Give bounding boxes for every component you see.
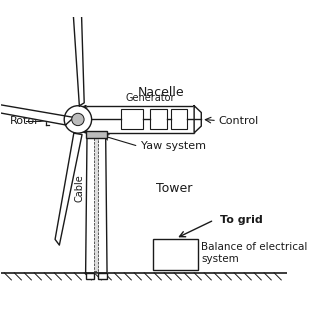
Text: Nacelle: Nacelle xyxy=(138,86,185,99)
Bar xyxy=(86,132,107,138)
Bar xyxy=(94,133,98,271)
Text: Balance of electrical
system: Balance of electrical system xyxy=(201,242,308,264)
Text: Rotor: Rotor xyxy=(10,116,40,126)
Bar xyxy=(86,273,94,278)
Bar xyxy=(99,273,107,278)
Polygon shape xyxy=(55,133,82,245)
Bar xyxy=(86,106,194,133)
Bar xyxy=(171,109,187,130)
Polygon shape xyxy=(86,132,107,273)
Circle shape xyxy=(64,106,92,133)
Text: Control: Control xyxy=(219,116,259,125)
Text: To grid: To grid xyxy=(220,215,263,225)
Polygon shape xyxy=(70,106,86,133)
Polygon shape xyxy=(71,0,84,106)
Bar xyxy=(150,109,167,130)
Text: Cable: Cable xyxy=(75,175,85,203)
Text: Yaw system: Yaw system xyxy=(141,141,206,151)
Text: Blade: Blade xyxy=(68,120,100,130)
Text: Hub: Hub xyxy=(68,113,91,123)
Bar xyxy=(153,238,198,270)
Text: Generator: Generator xyxy=(125,93,175,103)
Polygon shape xyxy=(194,106,201,133)
Polygon shape xyxy=(0,100,74,125)
Bar xyxy=(121,109,143,130)
Text: Drive train: Drive train xyxy=(96,122,148,132)
Text: Tower: Tower xyxy=(156,182,192,195)
Circle shape xyxy=(72,113,84,126)
